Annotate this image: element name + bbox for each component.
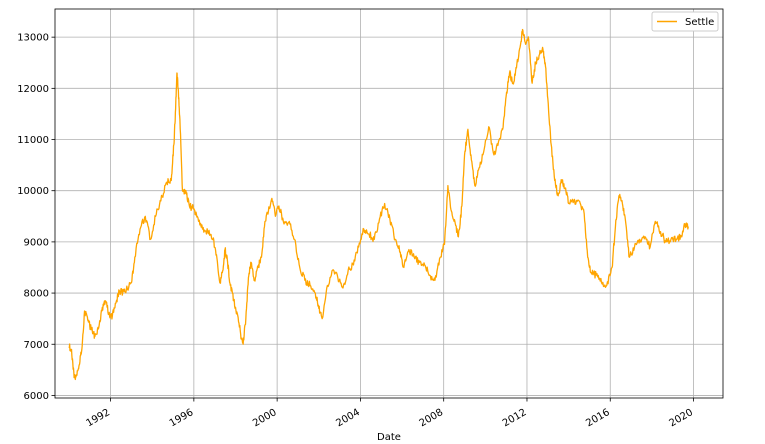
y-tick-label: 11000 xyxy=(17,135,49,146)
plot-frame xyxy=(54,8,724,399)
legend-box xyxy=(651,11,719,32)
grid-lines xyxy=(55,9,723,398)
x-tick-label: 2008 xyxy=(418,407,446,429)
y-tick-label: 10000 xyxy=(17,186,49,197)
y-tick-label: 9000 xyxy=(24,237,49,248)
x-axis: 1992 1996 2000 2004 2008 2012 2016 2020 xyxy=(85,398,695,429)
y-tick-label: 7000 xyxy=(24,340,49,351)
y-tick-label: 13000 xyxy=(17,33,49,44)
x-tick-label: 2000 xyxy=(251,407,279,429)
x-axis-label: Date xyxy=(377,432,401,443)
x-tick-label: 2004 xyxy=(334,407,362,429)
x-tick-label: 1992 xyxy=(85,407,113,429)
series-layer xyxy=(68,28,689,381)
x-tick-label: 2020 xyxy=(667,407,695,429)
x-tick-label: 2012 xyxy=(501,407,529,429)
series-line-settle xyxy=(68,28,689,381)
legend-label-settle: Settle xyxy=(685,17,714,28)
legend: Settle xyxy=(651,11,719,32)
y-tick-label: 6000 xyxy=(24,391,49,402)
y-tick-label: 8000 xyxy=(24,289,49,300)
plot-background xyxy=(55,9,723,398)
y-tick-label: 12000 xyxy=(17,84,49,95)
x-tick-label: 1996 xyxy=(168,407,196,429)
y-axis: 6000 7000 8000 9000 10000 11000 12000 13000 xyxy=(17,33,55,402)
x-tick-label: 2016 xyxy=(584,407,612,429)
